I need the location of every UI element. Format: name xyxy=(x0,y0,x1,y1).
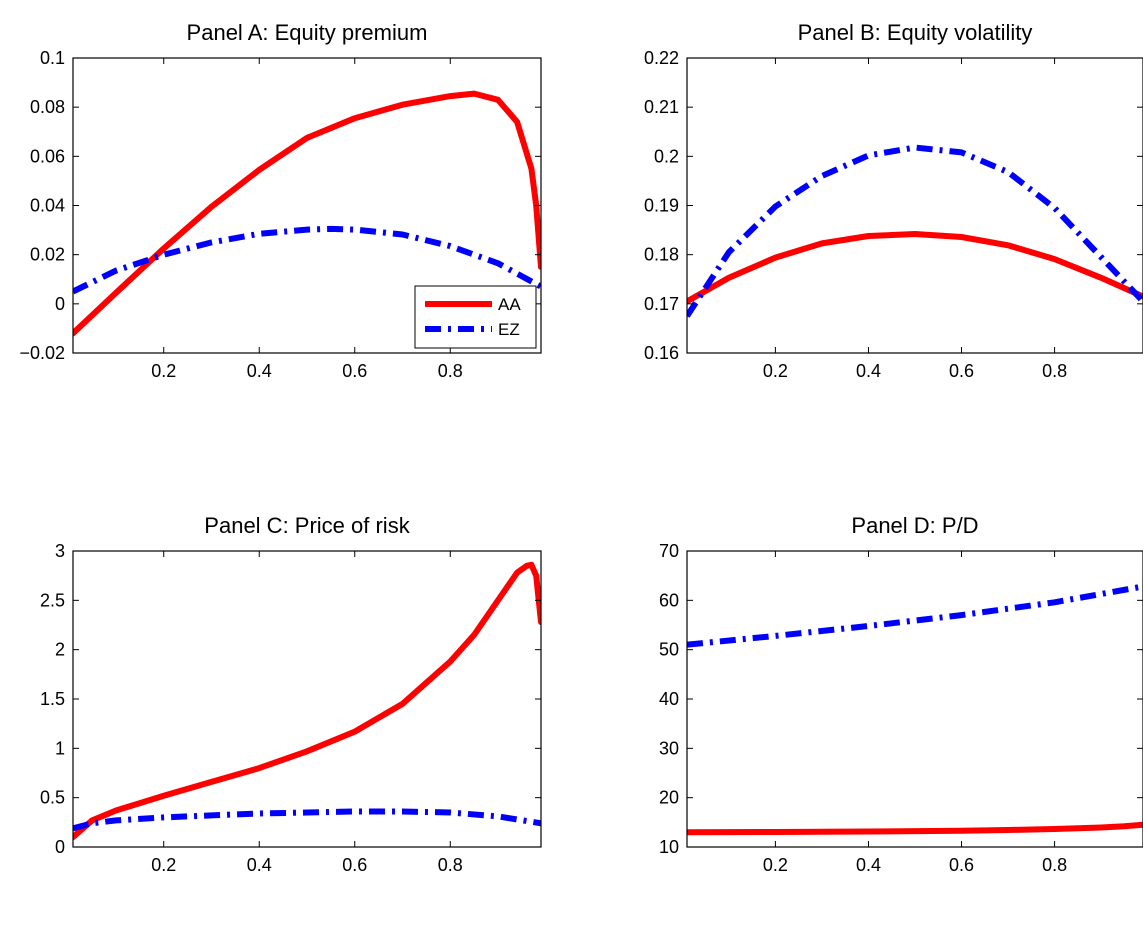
plot-area xyxy=(687,58,1143,353)
x-tick-label: 0.2 xyxy=(151,361,176,381)
series-line-ez xyxy=(687,583,1143,648)
legend-box xyxy=(414,285,537,349)
panel-c: Panel C: Price of risk 0.2 0.4 0.6 0.8 0 0.5 1 1… xyxy=(40,513,542,875)
panel-d: Panel D: P/D 0.2 0.4 0.6 0.8 10 20 30 40 50 60 70 xyxy=(659,513,1143,875)
y-tick-label: 0 xyxy=(55,837,65,857)
panel-d-title: Panel D: P/D xyxy=(851,513,978,538)
y-tick-label: 0.08 xyxy=(30,97,65,117)
x-tick-label: 0.8 xyxy=(1042,361,1067,381)
x-tick-label: 0.8 xyxy=(438,855,463,875)
y-tick-label: 2 xyxy=(55,640,65,660)
plot-area xyxy=(687,551,1143,847)
x-tick-label: 0.6 xyxy=(949,361,974,381)
series-group xyxy=(73,561,541,841)
legend-label-ez: EZ xyxy=(498,320,520,339)
panel-b-title: Panel B: Equity volatility xyxy=(798,20,1033,45)
panel-a-title: Panel A: Equity premium xyxy=(187,20,428,45)
y-tick-label: 0.22 xyxy=(644,48,679,68)
y-tick-label: 20 xyxy=(659,788,679,808)
y-tick-label: 0 xyxy=(55,294,65,314)
y-tick-label: 0.19 xyxy=(644,196,679,216)
series-group xyxy=(73,90,541,337)
series-group xyxy=(687,583,1143,836)
y-tick-label: 1.5 xyxy=(40,689,65,709)
series-line-aa xyxy=(73,561,541,841)
x-tick-label: 0.4 xyxy=(856,855,881,875)
legend: AA EZ xyxy=(414,285,537,349)
y-tick-label: 0.21 xyxy=(644,97,679,117)
series-line-aa xyxy=(687,821,1143,836)
y-tick-label: −0.02 xyxy=(19,343,65,363)
x-tick-label: 0.2 xyxy=(763,361,788,381)
x-tick-label: 0.2 xyxy=(763,855,788,875)
x-tick-label: 0.8 xyxy=(1042,855,1067,875)
x-tick-label: 0.8 xyxy=(438,361,463,381)
panel-c-title: Panel C: Price of risk xyxy=(204,513,410,538)
y-tick-label: 60 xyxy=(659,590,679,610)
y-tick-label: 0.18 xyxy=(644,245,679,265)
series-group xyxy=(687,144,1143,318)
y-tick-label: 0.06 xyxy=(30,146,65,166)
y-tick-label: 70 xyxy=(659,541,679,561)
panel-a: Panel A: Equity premium 0.2 0.4 0.6 0.8 −0.02… xyxy=(19,20,542,381)
y-tick-label: 0.1 xyxy=(40,48,65,68)
series-line-ez xyxy=(73,225,541,295)
y-tick-label: 0.2 xyxy=(654,146,679,166)
x-tick-label: 0.6 xyxy=(342,361,367,381)
y-tick-label: 0.16 xyxy=(644,343,679,363)
y-tick-label: 40 xyxy=(659,689,679,709)
y-tick-label: 30 xyxy=(659,738,679,758)
series-line-ez xyxy=(687,144,1143,318)
panel-b: Panel B: Equity volatility 0.2 0.4 0.6 0.8 0.… xyxy=(644,20,1143,381)
y-tick-label: 0.17 xyxy=(644,294,679,314)
y-tick-label: 2.5 xyxy=(40,590,65,610)
x-tick-label: 0.6 xyxy=(342,855,367,875)
x-tick-label: 0.4 xyxy=(856,361,881,381)
legend-label-aa: AA xyxy=(498,295,521,314)
y-tick-label: 0.04 xyxy=(30,196,65,216)
x-tick-label: 0.4 xyxy=(247,855,272,875)
y-tick-label: 3 xyxy=(55,541,65,561)
x-tick-label: 0.2 xyxy=(151,855,176,875)
x-tick-label: 0.4 xyxy=(247,361,272,381)
series-line-aa xyxy=(687,231,1143,305)
y-tick-label: 0.5 xyxy=(40,788,65,808)
y-tick-label: 0.02 xyxy=(30,245,65,265)
series-line-ez xyxy=(73,808,541,832)
series-line-aa xyxy=(73,90,541,337)
y-tick-label: 1 xyxy=(55,738,65,758)
x-tick-label: 0.6 xyxy=(949,855,974,875)
y-tick-label: 10 xyxy=(659,837,679,857)
y-tick-label: 50 xyxy=(659,640,679,660)
